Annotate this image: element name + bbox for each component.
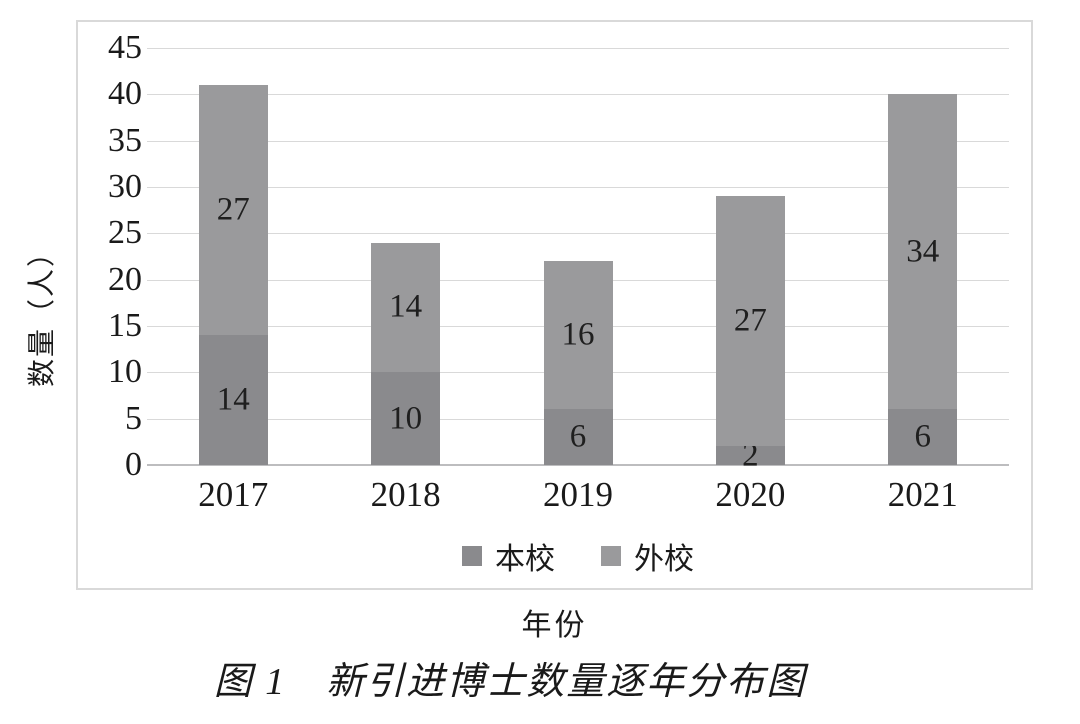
bar-segment-外校-2020 (715, 196, 785, 447)
bar-value-label: 27 (216, 191, 250, 228)
bar-value-label: 2 (742, 437, 759, 474)
bar-value-label: 14 (216, 381, 250, 418)
x-tick-label: 2017 (198, 475, 269, 514)
gridline (147, 187, 1009, 188)
x-tick-label: 2019 (542, 475, 613, 514)
legend-label: 外校 (634, 543, 694, 576)
y-tick-label: 40 (108, 75, 142, 113)
y-tick-label: 30 (108, 168, 142, 205)
bar-value-label: 27 (733, 302, 767, 339)
gridline (147, 48, 1009, 49)
gridline (147, 94, 1009, 96)
x-tick-label: 2018 (370, 475, 441, 514)
bar-segment-本校-2017 (198, 335, 268, 465)
y-tick-label: 45 (108, 29, 142, 66)
gridline (147, 140, 1009, 142)
gridline (147, 233, 1009, 235)
y-axis-title: 数量（人） (27, 236, 58, 388)
y-tick-label: 15 (108, 307, 142, 344)
bar-segment-本校-2018 (371, 372, 441, 465)
y-tick-label: 25 (108, 214, 142, 252)
bar-value-label: 6 (569, 418, 587, 455)
bar-value-label: 14 (389, 288, 423, 325)
y-tick-label: 20 (108, 260, 142, 298)
x-axis-line (147, 464, 1009, 466)
legend-item-本校: 本校 (462, 534, 555, 578)
x-tick-label: 2021 (887, 475, 958, 514)
legend-item-外校: 外校 (601, 534, 694, 578)
bar-segment-本校-2020 (715, 446, 785, 465)
y-tick-label: 35 (108, 121, 142, 159)
bar-segment-外校-2021 (888, 94, 958, 410)
bar-segment-外校-2019 (543, 261, 613, 410)
y-tick-label: 0 (125, 446, 142, 483)
legend-swatch (601, 546, 621, 566)
bar-value-label: 16 (561, 316, 595, 353)
legend-label: 本校 (495, 543, 555, 576)
x-axis-title: 年份 (521, 609, 588, 642)
bar-segment-外校-2018 (371, 242, 441, 373)
figure-caption: 图 1 新引进博士数量逐年分布图 (213, 661, 807, 703)
legend-swatch (462, 546, 482, 566)
bar-segment-外校-2017 (198, 85, 268, 336)
chart-frame: 0 5 10 15 20 25 30 35 40 45 14 27 2017 10 14 2018 6 16 201… (76, 20, 1033, 590)
bar-segment-本校-2019 (543, 409, 613, 465)
bar-value-label: 6 (914, 418, 932, 455)
y-tick-label: 10 (108, 353, 142, 391)
y-tick-label: 5 (125, 399, 142, 437)
bar-value-label: 10 (389, 400, 423, 437)
bar-segment-本校-2021 (888, 409, 958, 465)
x-tick-label: 2020 (715, 475, 786, 514)
bar-value-label: 34 (906, 233, 940, 270)
chart-legend: 本校 外校 (147, 534, 1009, 578)
